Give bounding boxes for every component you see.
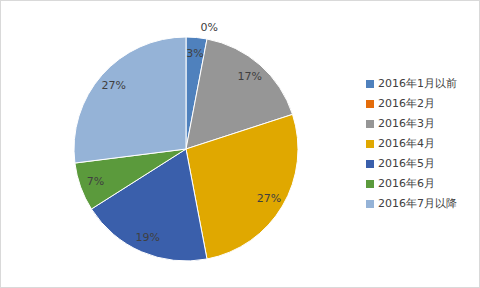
html-text:2016年3月: 2016年3月 xyxy=(378,117,435,130)
svg-text:19%: 19% xyxy=(136,231,160,244)
svg-text:3%: 3% xyxy=(186,47,203,60)
svg-text:27%: 27% xyxy=(102,79,126,92)
html-text:2016年6月: 2016年6月 xyxy=(378,177,435,190)
html-text:2016年5月: 2016年5月 xyxy=(378,157,435,170)
html-text:2016年4月: 2016年4月 xyxy=(378,137,435,150)
html-text:2016年7月以降: 2016年7月以降 xyxy=(378,197,457,210)
html-text:2016年2月: 2016年2月 xyxy=(378,97,435,110)
html-text:2016年1月以前: 2016年1月以前 xyxy=(378,77,457,90)
svg-text:0%: 0% xyxy=(201,21,218,34)
svg-text:7%: 7% xyxy=(87,175,104,188)
svg-text:27%: 27% xyxy=(257,192,281,205)
svg-text:17%: 17% xyxy=(237,70,261,83)
